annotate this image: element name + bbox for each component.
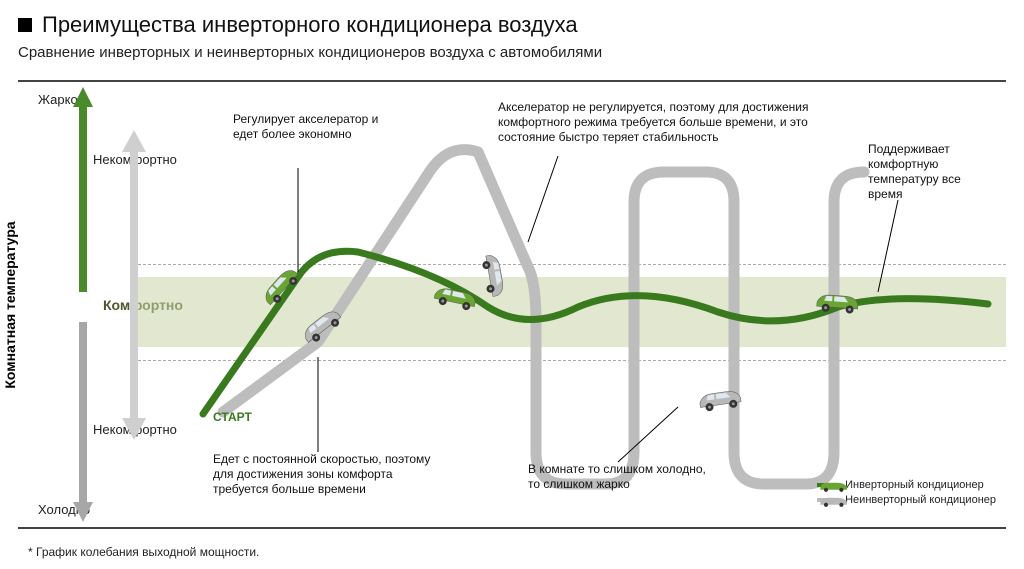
title-bullet: [18, 18, 32, 32]
car-gray-icon: [817, 493, 851, 507]
car-green-icon: [817, 478, 851, 492]
annot-too-hot-cold: В комнате то слишком холодно, то слишком…: [528, 462, 718, 492]
start-label: СТАРТ: [213, 410, 252, 424]
footnote: * График колебания выходной мощности.: [28, 545, 259, 559]
title-row: Преимущества инверторного кондиционера в…: [18, 12, 1006, 38]
y-axis-label: Комнатная температура: [2, 221, 18, 388]
chart-area: Комнатная температура Жарко Некомфортно …: [18, 80, 1006, 529]
legend-noninverter-label: Неинверторный кондиционер: [845, 494, 996, 506]
annot-noninv-unstable: Акселератор не регулируется, поэтому для…: [498, 100, 818, 145]
annot-accelerator: Регулирует акселератор и едет более экон…: [233, 112, 403, 142]
legend-inverter: Инверторный кондиционер: [817, 479, 996, 491]
legend-inverter-label: Инверторный кондиционер: [845, 479, 984, 491]
annot-maintains: Поддерживает комфортную температуру все …: [868, 142, 988, 202]
subtitle: Сравнение инверторных и неинверторных ко…: [18, 44, 1006, 61]
legend-noninverter: Неинверторный кондиционер: [817, 494, 996, 506]
legend: Инверторный кондиционер Неинверторный ко…: [817, 479, 996, 509]
page-title: Преимущества инверторного кондиционера в…: [42, 12, 578, 38]
annot-constant-speed: Едет с постоянной скоростью, поэтому для…: [213, 452, 443, 497]
infographic-root: Преимущества инверторного кондиционера в…: [0, 0, 1024, 569]
